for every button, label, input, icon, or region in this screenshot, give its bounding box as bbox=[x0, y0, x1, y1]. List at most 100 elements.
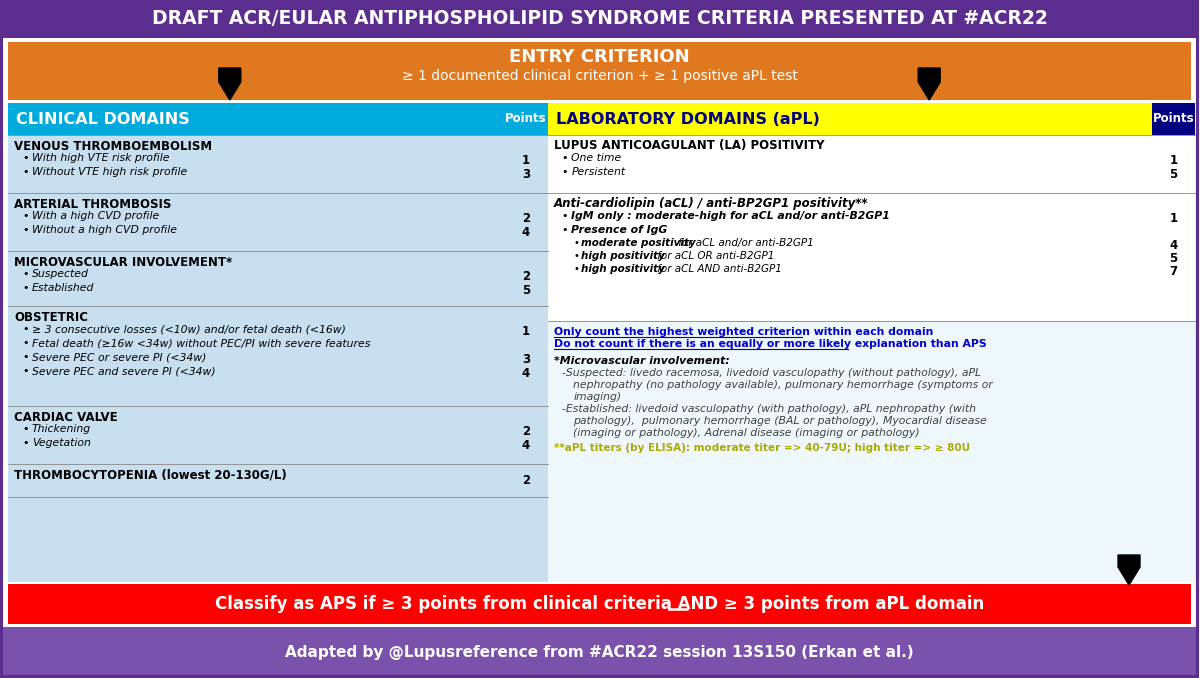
FancyBboxPatch shape bbox=[547, 103, 1198, 582]
Text: 2: 2 bbox=[522, 270, 530, 283]
Text: •: • bbox=[22, 225, 29, 235]
Text: •: • bbox=[22, 283, 29, 293]
Text: imaging): imaging) bbox=[574, 392, 622, 402]
Text: *Microvascular involvement:: *Microvascular involvement: bbox=[553, 356, 730, 366]
FancyBboxPatch shape bbox=[8, 103, 551, 582]
FancyBboxPatch shape bbox=[8, 42, 1190, 100]
Text: 5: 5 bbox=[1169, 168, 1177, 181]
Text: With a high CVD profile: With a high CVD profile bbox=[32, 211, 160, 221]
Text: Points: Points bbox=[505, 113, 547, 125]
Text: CARDIAC VALVE: CARDIAC VALVE bbox=[14, 411, 118, 424]
FancyBboxPatch shape bbox=[0, 0, 1199, 38]
Text: -Established: livedoid vasculopathy (with pathology), aPL nephropathy (with: -Established: livedoid vasculopathy (wit… bbox=[562, 404, 976, 414]
Text: •: • bbox=[574, 264, 580, 274]
Text: •: • bbox=[574, 238, 580, 248]
Text: One time: One time bbox=[571, 153, 622, 163]
FancyArrow shape bbox=[918, 68, 940, 100]
Text: VENOUS THROMBOEMBOLISM: VENOUS THROMBOEMBOLISM bbox=[14, 140, 212, 153]
Text: •: • bbox=[22, 269, 29, 279]
Text: DRAFT ACR/EULAR ANTIPHOSPHOLIPID SYNDROME CRITERIA PRESENTED AT #ACR22: DRAFT ACR/EULAR ANTIPHOSPHOLIPID SYNDROM… bbox=[151, 9, 1048, 28]
Text: 4: 4 bbox=[522, 367, 530, 380]
Text: •: • bbox=[22, 167, 29, 177]
Text: 7: 7 bbox=[1170, 265, 1177, 278]
Text: 5: 5 bbox=[522, 284, 530, 297]
Text: LABORATORY DOMAINS (aPL): LABORATORY DOMAINS (aPL) bbox=[556, 111, 820, 127]
Text: 1: 1 bbox=[522, 325, 530, 338]
FancyBboxPatch shape bbox=[1152, 103, 1195, 135]
Text: 3: 3 bbox=[522, 168, 530, 181]
Text: pathology),  pulmonary hemorrhage (BAL or pathology), Myocardial disease: pathology), pulmonary hemorrhage (BAL or… bbox=[574, 416, 988, 426]
Text: With high VTE risk profile: With high VTE risk profile bbox=[32, 153, 169, 163]
Text: Vegetation: Vegetation bbox=[32, 438, 91, 448]
Text: Anti-cardiolipin (aCL) / anti-BP2GP1 positivity**: Anti-cardiolipin (aCL) / anti-BP2GP1 pos… bbox=[553, 197, 868, 210]
Text: Without a high CVD profile: Without a high CVD profile bbox=[32, 225, 176, 235]
Text: ≥ 1 documented clinical criterion + ≥ 1 positive aPL test: ≥ 1 documented clinical criterion + ≥ 1 … bbox=[402, 69, 798, 83]
Text: Do not count if there is an equally or more likely explanation than APS: Do not count if there is an equally or m… bbox=[553, 339, 986, 349]
FancyBboxPatch shape bbox=[547, 103, 1152, 135]
FancyBboxPatch shape bbox=[547, 321, 1198, 582]
Text: high positivity: high positivity bbox=[582, 251, 665, 261]
Text: LUPUS ANTICOAGULANT (LA) POSITIVITY: LUPUS ANTICOAGULANT (LA) POSITIVITY bbox=[553, 139, 824, 152]
Text: 4: 4 bbox=[522, 439, 530, 452]
Text: 4: 4 bbox=[522, 226, 530, 239]
Text: •: • bbox=[22, 366, 29, 376]
Text: •: • bbox=[562, 211, 568, 221]
Text: ENTRY CRITERION: ENTRY CRITERION bbox=[509, 48, 690, 66]
Text: Severe PEC or severe PI (<34w): Severe PEC or severe PI (<34w) bbox=[32, 352, 206, 362]
Text: 2: 2 bbox=[522, 212, 530, 225]
Text: 3: 3 bbox=[522, 353, 530, 366]
Text: for aCL and/or anti-B2GP1: for aCL and/or anti-B2GP1 bbox=[676, 238, 814, 248]
Text: Thickening: Thickening bbox=[32, 424, 91, 434]
Text: ≥ 3 consecutive losses (<10w) and/or fetal death (<16w): ≥ 3 consecutive losses (<10w) and/or fet… bbox=[32, 324, 346, 334]
Text: •: • bbox=[562, 225, 568, 235]
Text: Only count the highest weighted criterion within each domain: Only count the highest weighted criterio… bbox=[553, 327, 932, 337]
Text: 1: 1 bbox=[1170, 212, 1177, 225]
Text: •: • bbox=[22, 211, 29, 221]
Text: 2: 2 bbox=[522, 425, 530, 438]
Text: THROMBOCYTOPENIA (lowest 20-130G/L): THROMBOCYTOPENIA (lowest 20-130G/L) bbox=[14, 469, 287, 482]
FancyArrow shape bbox=[218, 68, 241, 100]
Text: Adapted by @Lupusreference from #ACR22 session 13S150 (Erkan et al.): Adapted by @Lupusreference from #ACR22 s… bbox=[286, 645, 913, 660]
Text: ARTERIAL THROMBOSIS: ARTERIAL THROMBOSIS bbox=[14, 198, 172, 211]
Text: -Suspected: livedo racemosa, livedoid vasculopathy (without pathology), aPL: -Suspected: livedo racemosa, livedoid va… bbox=[562, 368, 980, 378]
Text: 5: 5 bbox=[1169, 252, 1177, 265]
Text: 1: 1 bbox=[522, 154, 530, 167]
Text: Severe PEC and severe PI (<34w): Severe PEC and severe PI (<34w) bbox=[32, 366, 216, 376]
Text: Classify as APS if ≥ 3 points from clinical criteria AND ≥ 3 points from aPL dom: Classify as APS if ≥ 3 points from clini… bbox=[215, 595, 984, 613]
Text: •: • bbox=[22, 424, 29, 434]
Text: **aPL titers (by ELISA): moderate titer => 40-79U; high titer => ≥ 80U: **aPL titers (by ELISA): moderate titer … bbox=[553, 443, 970, 453]
Text: •: • bbox=[562, 167, 568, 177]
FancyBboxPatch shape bbox=[8, 103, 504, 135]
Text: high positivity: high positivity bbox=[582, 264, 665, 274]
Text: •: • bbox=[22, 352, 29, 362]
Text: •: • bbox=[574, 251, 580, 261]
Text: •: • bbox=[22, 338, 29, 348]
Text: Presence of IgG: Presence of IgG bbox=[571, 225, 667, 235]
Text: nephropathy (no pathology available), pulmonary hemorrhage (symptoms or: nephropathy (no pathology available), pu… bbox=[574, 380, 994, 390]
Text: 2: 2 bbox=[522, 474, 530, 487]
Text: •: • bbox=[22, 153, 29, 163]
Text: MICROVASCULAR INVOLVEMENT*: MICROVASCULAR INVOLVEMENT* bbox=[14, 256, 233, 269]
Text: Persistent: Persistent bbox=[571, 167, 625, 177]
Text: •: • bbox=[562, 153, 568, 163]
Text: 4: 4 bbox=[1169, 239, 1177, 252]
Text: Established: Established bbox=[32, 283, 95, 293]
Text: moderate positivity: moderate positivity bbox=[582, 238, 696, 248]
Text: •: • bbox=[22, 324, 29, 334]
Text: for aCL AND anti-B2GP1: for aCL AND anti-B2GP1 bbox=[654, 264, 782, 274]
FancyBboxPatch shape bbox=[8, 584, 1190, 624]
Text: 1: 1 bbox=[1170, 154, 1177, 167]
FancyArrow shape bbox=[1118, 555, 1140, 585]
FancyBboxPatch shape bbox=[0, 627, 1199, 678]
Text: Fetal death (≥16w <34w) without PEC/PI with severe features: Fetal death (≥16w <34w) without PEC/PI w… bbox=[32, 338, 371, 348]
Text: IgM only : moderate-high for aCL and/or anti-B2GP1: IgM only : moderate-high for aCL and/or … bbox=[571, 211, 890, 221]
Text: for aCL OR anti-B2GP1: for aCL OR anti-B2GP1 bbox=[654, 251, 775, 261]
Text: Without VTE high risk profile: Without VTE high risk profile bbox=[32, 167, 187, 177]
Text: •: • bbox=[22, 438, 29, 448]
Text: OBSTETRIC: OBSTETRIC bbox=[14, 311, 88, 324]
Text: CLINICAL DOMAINS: CLINICAL DOMAINS bbox=[16, 111, 190, 127]
Text: Points: Points bbox=[1153, 113, 1194, 125]
FancyBboxPatch shape bbox=[504, 103, 547, 135]
Text: (imaging or pathology), Adrenal disease (imaging or pathology): (imaging or pathology), Adrenal disease … bbox=[574, 428, 920, 438]
Text: Suspected: Suspected bbox=[32, 269, 89, 279]
